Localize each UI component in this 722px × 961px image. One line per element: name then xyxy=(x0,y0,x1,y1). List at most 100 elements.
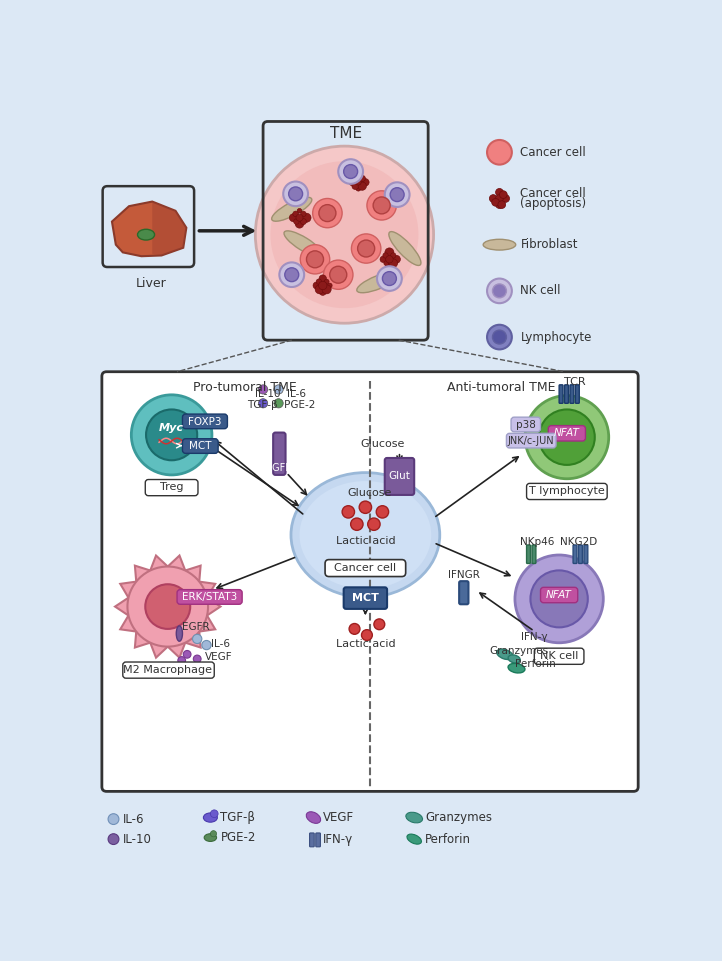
Circle shape xyxy=(318,282,327,289)
Circle shape xyxy=(256,146,434,323)
Ellipse shape xyxy=(406,812,422,823)
Text: Glucose: Glucose xyxy=(360,439,404,449)
Polygon shape xyxy=(152,202,186,256)
Ellipse shape xyxy=(497,649,513,659)
Text: IL-6: IL-6 xyxy=(211,638,230,649)
Text: Granzymes: Granzymes xyxy=(490,646,549,656)
Circle shape xyxy=(492,283,506,298)
Circle shape xyxy=(131,395,212,475)
Text: Liver: Liver xyxy=(135,277,166,289)
Circle shape xyxy=(315,284,324,294)
Circle shape xyxy=(389,259,398,267)
Circle shape xyxy=(367,518,380,530)
Ellipse shape xyxy=(137,230,155,240)
Text: NKG2D: NKG2D xyxy=(560,537,597,547)
FancyBboxPatch shape xyxy=(123,662,214,678)
FancyBboxPatch shape xyxy=(526,545,531,563)
Circle shape xyxy=(323,260,353,289)
Ellipse shape xyxy=(204,813,217,823)
Circle shape xyxy=(362,629,373,640)
Circle shape xyxy=(374,619,385,629)
Text: JNK/c-JUN: JNK/c-JUN xyxy=(508,436,554,446)
Circle shape xyxy=(293,211,298,216)
Circle shape xyxy=(284,268,299,282)
Circle shape xyxy=(500,191,507,199)
FancyBboxPatch shape xyxy=(177,590,242,604)
Circle shape xyxy=(319,288,326,295)
Circle shape xyxy=(274,384,283,394)
Circle shape xyxy=(319,205,336,222)
Circle shape xyxy=(300,245,330,274)
FancyBboxPatch shape xyxy=(584,545,588,563)
Circle shape xyxy=(384,260,388,265)
Circle shape xyxy=(338,160,363,184)
Ellipse shape xyxy=(407,834,422,844)
Circle shape xyxy=(145,584,190,628)
Circle shape xyxy=(324,280,329,284)
Polygon shape xyxy=(115,555,220,657)
FancyBboxPatch shape xyxy=(183,414,227,429)
Text: PGE-2: PGE-2 xyxy=(220,831,256,844)
Circle shape xyxy=(351,518,363,530)
Circle shape xyxy=(391,253,396,259)
Ellipse shape xyxy=(483,239,516,250)
Circle shape xyxy=(525,396,609,479)
FancyBboxPatch shape xyxy=(565,384,568,404)
FancyBboxPatch shape xyxy=(316,833,321,847)
Circle shape xyxy=(386,261,393,269)
Circle shape xyxy=(193,655,201,663)
Circle shape xyxy=(202,640,211,650)
Text: Granzymes: Granzymes xyxy=(425,811,492,825)
Text: IL-10  IL-6: IL-10 IL-6 xyxy=(256,389,306,399)
FancyBboxPatch shape xyxy=(578,545,583,563)
Text: Cancer cell: Cancer cell xyxy=(521,146,586,159)
Text: IL-10: IL-10 xyxy=(123,832,152,846)
Circle shape xyxy=(313,199,342,228)
FancyBboxPatch shape xyxy=(511,417,541,431)
Text: NFAT: NFAT xyxy=(546,590,572,600)
FancyBboxPatch shape xyxy=(273,432,285,475)
FancyBboxPatch shape xyxy=(325,559,406,577)
Ellipse shape xyxy=(508,654,521,663)
Circle shape xyxy=(356,185,361,191)
Circle shape xyxy=(495,201,503,209)
Circle shape xyxy=(502,195,510,203)
Text: Glut: Glut xyxy=(388,472,410,481)
Circle shape xyxy=(210,830,217,837)
FancyBboxPatch shape xyxy=(526,483,607,500)
Text: IFN-γ: IFN-γ xyxy=(323,833,353,847)
Circle shape xyxy=(380,257,386,262)
FancyBboxPatch shape xyxy=(310,833,314,847)
Text: EGFR: EGFR xyxy=(182,623,209,632)
Text: Cancer cell: Cancer cell xyxy=(521,186,586,200)
Circle shape xyxy=(356,180,361,185)
Ellipse shape xyxy=(271,197,312,221)
Circle shape xyxy=(313,282,320,289)
Text: T lymphocyte: T lymphocyte xyxy=(529,486,605,496)
Text: VEGF: VEGF xyxy=(205,653,232,662)
Circle shape xyxy=(392,256,401,263)
Text: Cancer cell: Cancer cell xyxy=(334,563,396,573)
Circle shape xyxy=(294,219,299,224)
Circle shape xyxy=(283,182,308,207)
Text: IFNGR: IFNGR xyxy=(448,570,479,580)
Ellipse shape xyxy=(508,663,525,673)
Circle shape xyxy=(359,175,365,182)
Circle shape xyxy=(383,253,388,259)
Circle shape xyxy=(495,188,503,196)
Circle shape xyxy=(492,199,500,207)
Text: Perforin: Perforin xyxy=(425,832,471,846)
Circle shape xyxy=(352,176,357,182)
Text: TME: TME xyxy=(330,126,362,141)
Circle shape xyxy=(302,213,311,222)
Circle shape xyxy=(271,161,419,308)
Circle shape xyxy=(349,624,360,634)
FancyBboxPatch shape xyxy=(145,480,198,496)
FancyBboxPatch shape xyxy=(534,648,584,664)
Circle shape xyxy=(495,195,503,203)
Text: MCT: MCT xyxy=(189,441,212,451)
Circle shape xyxy=(128,567,208,647)
FancyBboxPatch shape xyxy=(506,433,556,448)
Circle shape xyxy=(316,279,321,284)
Circle shape xyxy=(358,182,367,190)
